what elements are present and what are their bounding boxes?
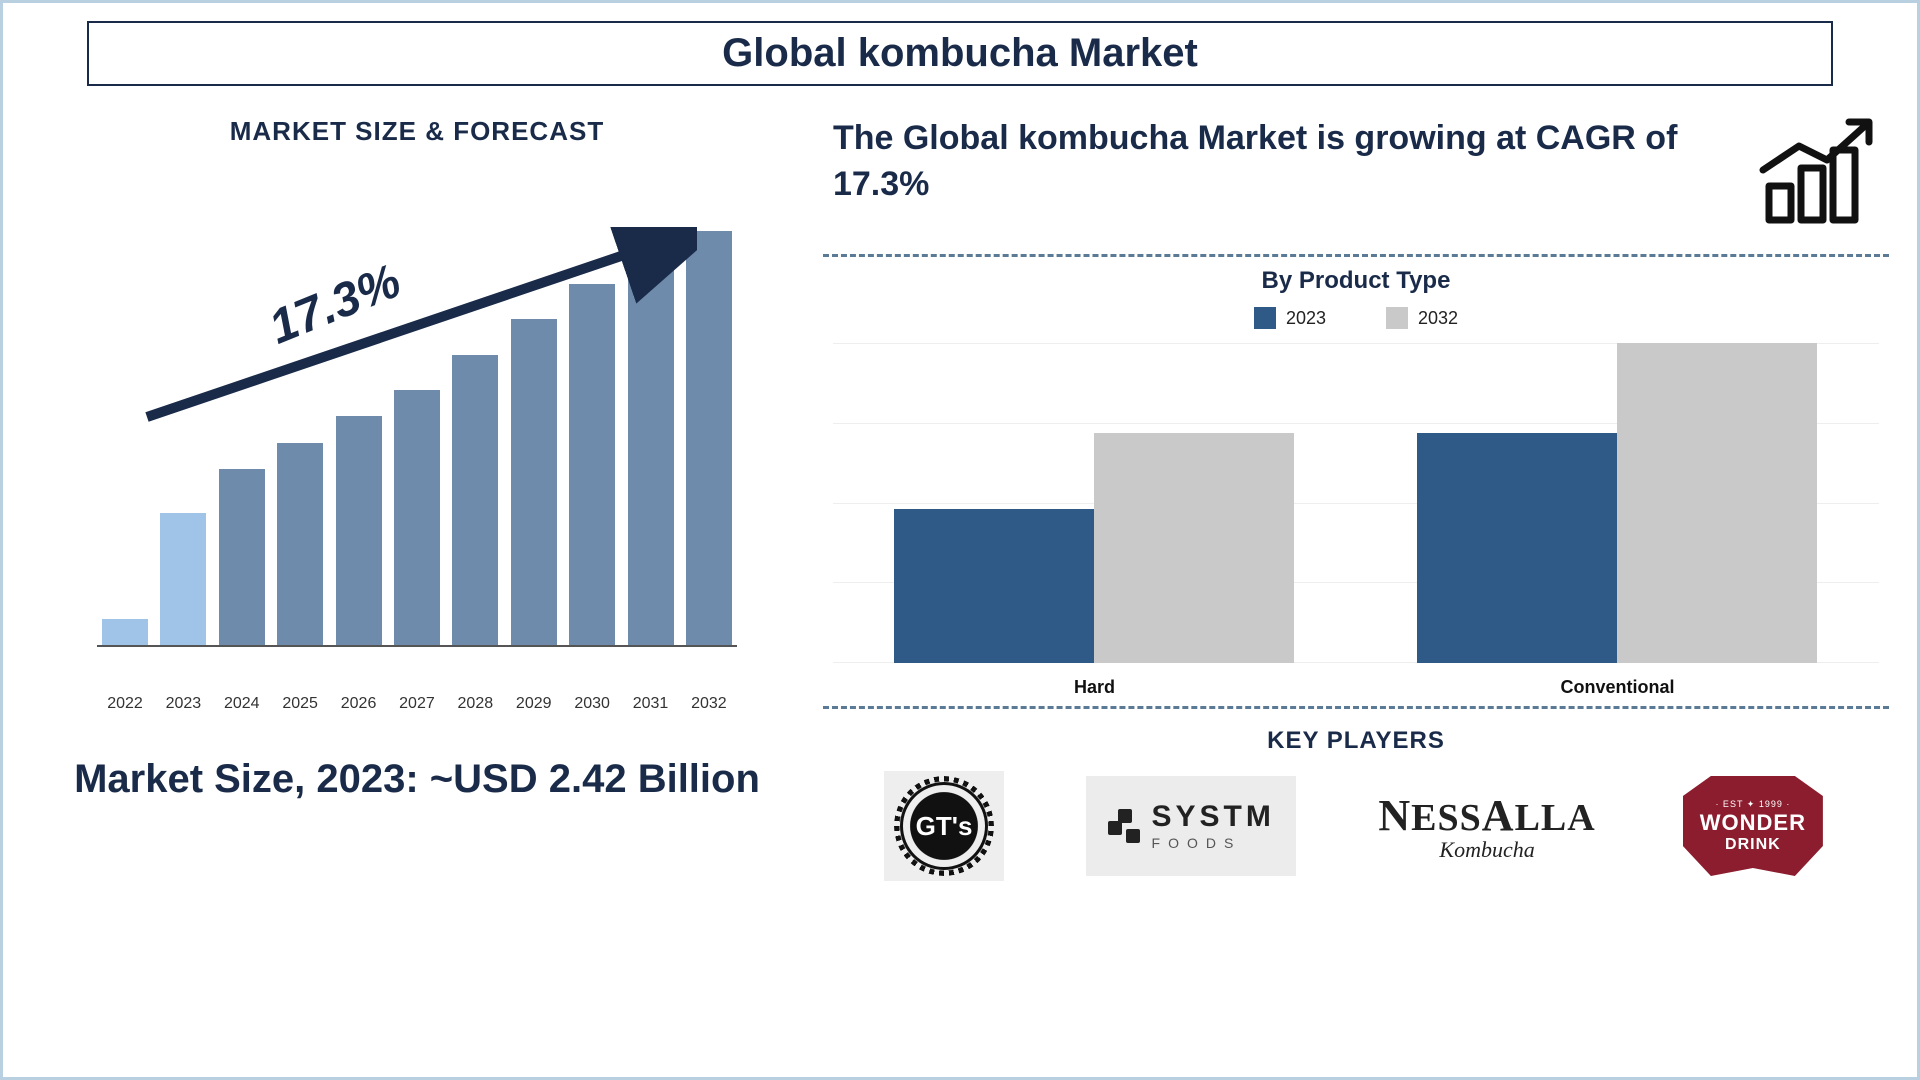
legend-swatch (1254, 307, 1276, 329)
forecast-bar-col (510, 319, 558, 645)
forecast-bar-col (159, 513, 207, 645)
infographic-root: Global kombucha Market MARKET SIZE & FOR… (0, 0, 1920, 1080)
forecast-chart: 17.3% (97, 187, 737, 687)
title-box: Global kombucha Market (87, 21, 1834, 86)
forecast-bar (569, 284, 615, 645)
product-type-title: By Product Type (823, 267, 1889, 295)
key-players-row: GT's SYSTMFOODS NESSALLA Kombucha (823, 771, 1889, 881)
forecast-year-label: 2032 (685, 695, 733, 713)
right-panel: The Global kombucha Market is growing at… (823, 116, 1889, 996)
logo-systm: SYSTMFOODS (1086, 771, 1296, 881)
category-label: Conventional (1356, 677, 1879, 698)
forecast-bar (160, 513, 206, 645)
legend-item: 2032 (1386, 307, 1458, 329)
product-type-legend: 2023 2032 (823, 307, 1889, 329)
product-type-bar (894, 509, 1094, 663)
content-row: MARKET SIZE & FORECAST 17.3% 20222023202… (31, 116, 1889, 996)
dash-divider-2 (823, 706, 1889, 709)
key-players-title: KEY PLAYERS (823, 727, 1889, 755)
product-type-bar (1417, 433, 1617, 663)
forecast-year-label: 2024 (218, 695, 266, 713)
forecast-bar (394, 390, 440, 645)
bar-group (1356, 343, 1879, 663)
forecast-year-label: 2022 (101, 695, 149, 713)
logo-nessalla: NESSALLA Kombucha (1378, 771, 1595, 881)
forecast-bar (452, 355, 498, 645)
forecast-year-label: 2031 (627, 695, 675, 713)
forecast-bar (511, 319, 557, 645)
growth-chart-icon (1749, 116, 1879, 226)
page-title: Global kombucha Market (89, 31, 1832, 76)
forecast-bar-col (568, 284, 616, 645)
category-label: Hard (833, 677, 1356, 698)
logo-wonder-drink: · EST ✦ 1999 · WONDER DRINK (1678, 771, 1828, 881)
forecast-bar-col (685, 231, 733, 645)
product-type-bars (833, 343, 1879, 663)
forecast-section-label: MARKET SIZE & FORECAST (230, 116, 604, 147)
forecast-year-label: 2029 (510, 695, 558, 713)
forecast-bar (102, 619, 148, 645)
forecast-bar-col (101, 619, 149, 645)
legend-swatch (1386, 307, 1408, 329)
legend-label: 2023 (1286, 308, 1326, 329)
left-panel: MARKET SIZE & FORECAST 17.3% 20222023202… (31, 116, 803, 996)
product-type-bar (1617, 343, 1817, 663)
forecast-year-label: 2026 (335, 695, 383, 713)
dash-divider-1 (823, 254, 1889, 257)
forecast-year-label: 2030 (568, 695, 616, 713)
bar-group (833, 343, 1356, 663)
product-type-axis: HardConventional (833, 677, 1879, 698)
legend-item: 2023 (1254, 307, 1326, 329)
product-type-chart (833, 343, 1879, 663)
forecast-bar-col (335, 416, 383, 645)
forecast-bar-col (393, 390, 441, 645)
headline-text: The Global kombucha Market is growing at… (833, 116, 1729, 208)
product-type-bar (1094, 433, 1294, 663)
forecast-bar-col (276, 443, 324, 645)
forecast-year-label: 2023 (159, 695, 207, 713)
forecast-year-label: 2025 (276, 695, 324, 713)
forecast-year-label: 2027 (393, 695, 441, 713)
forecast-bar (277, 443, 323, 645)
forecast-axis: 2022 2023 2024 2025 2026 2027 2028 2029 2030 2031… (97, 687, 737, 713)
forecast-bar (219, 469, 265, 645)
forecast-bar-col (627, 240, 675, 645)
forecast-bar (336, 416, 382, 645)
forecast-bar-col (451, 355, 499, 645)
forecast-year-label: 2028 (451, 695, 499, 713)
forecast-bars (97, 187, 737, 647)
forecast-bar (686, 231, 732, 645)
market-size-text: Market Size, 2023: ~USD 2.42 Billion (74, 753, 760, 805)
logo-gts: GT's (884, 771, 1004, 881)
forecast-bar-col (218, 469, 266, 645)
forecast-bar (628, 240, 674, 645)
legend-label: 2032 (1418, 308, 1458, 329)
headline-row: The Global kombucha Market is growing at… (823, 116, 1889, 246)
